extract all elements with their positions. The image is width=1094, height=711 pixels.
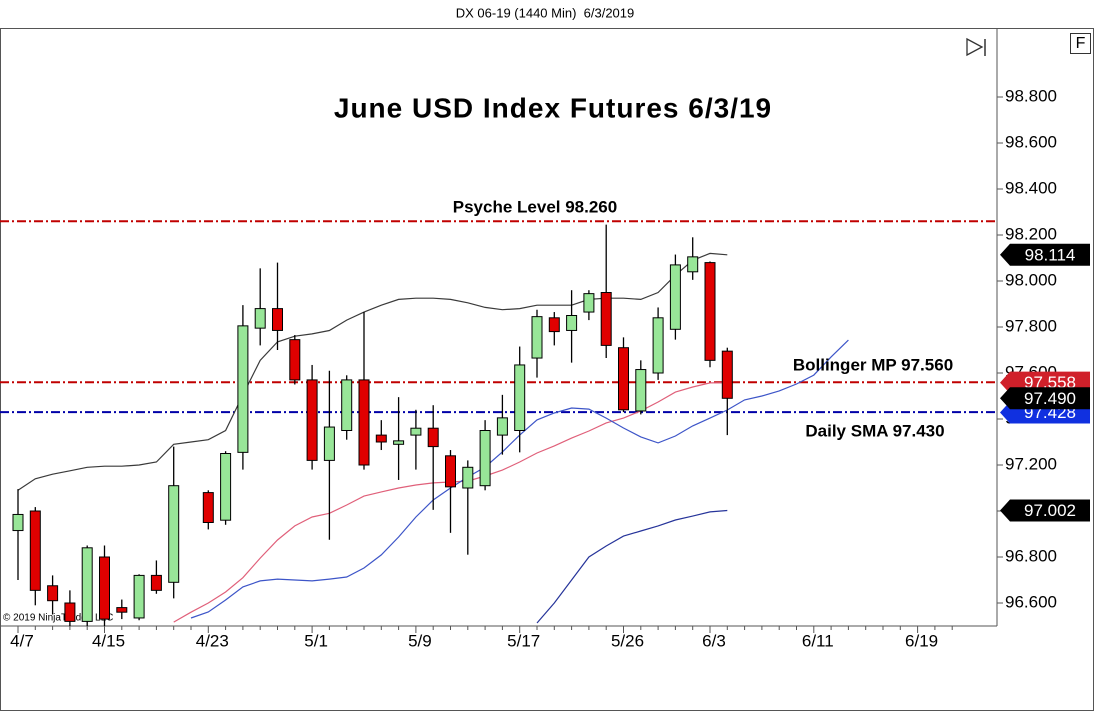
candle-body: [323, 426, 335, 461]
level-annotation: Daily SMA 97.430: [805, 421, 944, 440]
candle-body: [496, 417, 508, 436]
x-tick-label: 6/3: [702, 631, 726, 650]
candle-body: [583, 293, 595, 313]
f-button[interactable]: [1070, 33, 1091, 54]
price-marker: [1000, 499, 1090, 522]
candle-body: [133, 574, 145, 619]
y-tick-label: 98.800: [1005, 86, 1057, 105]
chart-title: June USD Index Futures 6/3/19: [334, 92, 772, 123]
candle-body: [272, 308, 283, 331]
y-tick-label: 98.400: [1005, 178, 1057, 197]
x-tick-label: 4/23: [196, 631, 229, 650]
candle-body: [12, 513, 24, 532]
x-tick-label: 5/26: [611, 631, 644, 650]
candle-body: [566, 315, 578, 331]
price-marker: [1000, 387, 1090, 410]
copyright: © 2019 NinjaTrader, LLC: [3, 613, 113, 624]
candle-body: [687, 256, 699, 273]
level-annotation: Bollinger MP 97.560: [793, 355, 953, 374]
candle-body: [99, 556, 110, 620]
x-tick-label: 5/17: [507, 631, 540, 650]
x-tick-label: 6/11: [802, 631, 834, 650]
candle-body: [462, 466, 474, 489]
y-tick-label: 97.200: [1005, 454, 1057, 473]
price-marker-label: 97.002: [1024, 501, 1076, 520]
candle-body: [254, 308, 266, 329]
price-marker: [1000, 243, 1090, 266]
candle-body: [721, 350, 733, 399]
x-tick-label: 4/15: [92, 631, 125, 650]
candle-body: [704, 262, 716, 361]
candle-body: [220, 453, 232, 521]
candle-body: [29, 510, 41, 591]
y-tick-label: 97.800: [1005, 316, 1057, 335]
candle-body: [635, 369, 647, 412]
candle-body: [669, 264, 681, 330]
play-icon[interactable]: [966, 37, 986, 57]
candle-body: [306, 379, 318, 461]
candle-body: [237, 325, 249, 453]
x-tick-label: 5/9: [408, 631, 432, 650]
f-button-label[interactable]: F: [1076, 35, 1086, 52]
candle-body: [358, 379, 370, 466]
candle-body: [341, 379, 353, 431]
candle-body: [393, 440, 405, 445]
y-tick-label: 96.600: [1005, 592, 1057, 611]
candle-body: [479, 430, 491, 487]
indicator-line: [536, 509, 728, 624]
candle-body: [652, 317, 664, 374]
candle-body: [150, 574, 162, 591]
price-marker-label: 97.490: [1024, 389, 1076, 408]
candle-body: [202, 492, 214, 524]
candle-body: [548, 317, 560, 333]
y-tick-label: 96.800: [1005, 546, 1057, 565]
x-tick-label: 4/7: [10, 631, 34, 650]
x-tick-label: 6/19: [905, 631, 938, 650]
candle-body: [47, 585, 59, 602]
candle-body: [531, 316, 543, 359]
candle-body: [410, 427, 422, 436]
candle-body: [375, 434, 387, 443]
candle-body: [427, 427, 439, 448]
candle-body: [600, 292, 612, 346]
price-marker-label: 98.114: [1025, 245, 1076, 264]
candle-body: [514, 364, 526, 432]
candle-body: [289, 339, 301, 381]
plot-area: [0, 220, 997, 626]
candle-body: [445, 455, 456, 488]
y-tick-label: 98.000: [1005, 270, 1057, 289]
candle-body: [618, 347, 629, 411]
candle-body: [81, 547, 93, 622]
play-shape: [966, 37, 984, 57]
y-tick-label: 98.600: [1005, 132, 1057, 151]
x-tick-label: 5/1: [304, 631, 328, 650]
candle-body: [116, 607, 128, 613]
candle-body: [64, 602, 76, 622]
y-tick-label: 98.200: [1005, 224, 1057, 243]
level-annotation: Psyche Level 98.260: [453, 197, 617, 216]
candle-body: [168, 485, 180, 583]
header: DX 06-19 (1440 Min) 6/3/2019: [456, 5, 635, 20]
